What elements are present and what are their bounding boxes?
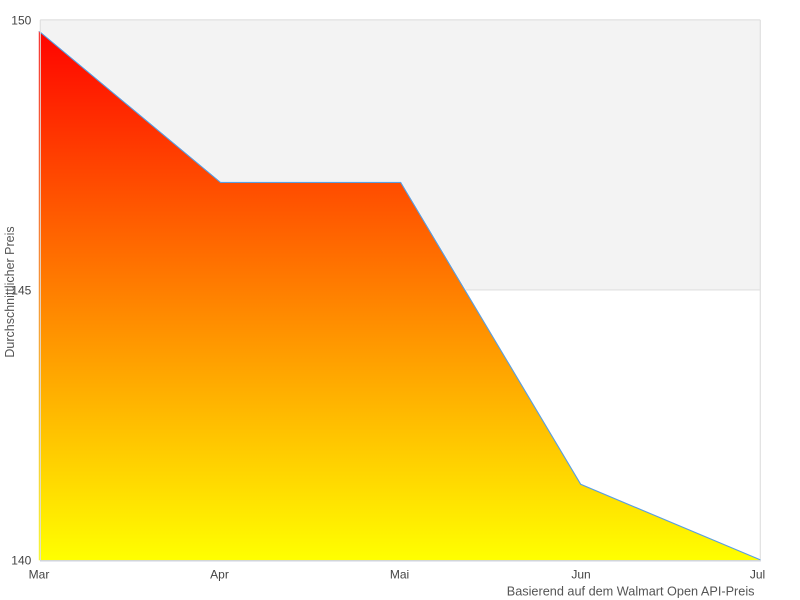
svg-text:Mai: Mai	[390, 568, 409, 582]
svg-text:Basierend auf dem Walmart Open: Basierend auf dem Walmart Open API-Preis	[507, 585, 755, 599]
svg-text:Apr: Apr	[210, 568, 229, 582]
svg-text:Jun: Jun	[571, 568, 590, 582]
svg-text:145: 145	[11, 283, 31, 297]
svg-text:140: 140	[11, 553, 31, 567]
svg-text:Jul: Jul	[750, 568, 765, 582]
svg-text:Mar: Mar	[29, 568, 50, 582]
svg-text:Durchschnittlicher Preis: Durchschnittlicher Preis	[3, 226, 17, 357]
svg-text:150: 150	[11, 13, 31, 27]
